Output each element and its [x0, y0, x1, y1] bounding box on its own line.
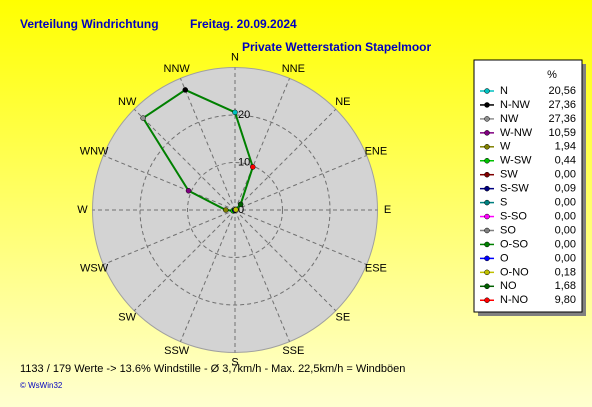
axis-label: NE [335, 96, 350, 108]
legend-marker [484, 185, 490, 192]
axis-label: NNE [282, 63, 305, 75]
legend-name: S [500, 197, 507, 209]
grid-spoke [234, 209, 290, 342]
legend-value: 0,00 [555, 197, 576, 209]
legend-value: 0,00 [555, 169, 576, 181]
axis-label: E [384, 204, 391, 216]
legend-name: W-SW [500, 155, 532, 167]
legend-value: 20,56 [548, 85, 576, 97]
legend-marker [484, 255, 490, 262]
legend-marker [484, 88, 490, 94]
legend-name: NO [500, 280, 517, 292]
r-tick-label: 10 [238, 156, 250, 168]
legend-marker [484, 213, 490, 220]
data-point [250, 164, 256, 170]
data-point [223, 207, 229, 213]
grid-spoke [234, 209, 337, 312]
grid-spoke [133, 209, 236, 312]
legend-value: 9,80 [555, 294, 576, 306]
axis-label: SW [118, 312, 136, 324]
legend-name: W-NW [500, 127, 533, 139]
data-point [232, 109, 238, 116]
legend-box [473, 59, 583, 313]
data-point [233, 206, 239, 213]
legend-value: 10,59 [548, 127, 576, 139]
axis-label: NW [118, 96, 137, 108]
legend-marker [484, 297, 490, 303]
r-tick-label: 0 [238, 204, 244, 216]
legend-marker [484, 158, 490, 164]
axis-label: SE [335, 312, 350, 324]
legend-value: 0,09 [555, 183, 576, 195]
legend-name: N-NO [500, 294, 529, 306]
legend-value: 27,36 [548, 113, 576, 125]
grid-spoke [234, 108, 337, 211]
axis-label: ENE [365, 146, 388, 158]
grid-spoke [103, 155, 236, 211]
grid-spoke [234, 155, 367, 211]
legend-marker [484, 199, 490, 206]
grid-spoke [103, 209, 236, 265]
footer: 1133 / 179 Werte -> 13.6% Windstille - Ø… [20, 363, 405, 375]
axis-label: W [77, 204, 88, 216]
legend-name: NW [500, 113, 519, 125]
grid-ring [139, 114, 331, 306]
r-tick-label: 20 [238, 109, 250, 121]
legend-name: O-NO [500, 266, 529, 278]
legend-marker [484, 227, 490, 234]
axis-label: N [231, 51, 239, 63]
legend-name: W [500, 141, 511, 153]
legend-title: % [547, 69, 557, 81]
legend-value: 0,00 [555, 210, 576, 222]
axis-label: ESE [365, 262, 387, 274]
legend-name: SO [500, 224, 516, 236]
legend-value: 0,18 [555, 266, 576, 278]
legend-marker [484, 283, 490, 290]
legend-name: O [500, 252, 509, 264]
axis-label: WNW [80, 146, 109, 158]
legend-value: 0,00 [555, 238, 576, 250]
legend-marker [484, 144, 490, 150]
grid-ring [187, 162, 283, 258]
legend-value: 1,94 [555, 141, 576, 153]
legend-marker [484, 171, 490, 178]
axis-label: S [231, 356, 238, 368]
legend-name: SW [500, 169, 518, 181]
chart-title: Verteilung Windrichtung [20, 17, 159, 31]
legend-name: N-NW [500, 99, 531, 111]
legend-marker [484, 102, 490, 108]
chart-subtitle: Private Wetterstation Stapelmoor [242, 40, 431, 54]
axis-label: WSW [80, 262, 109, 274]
legend-value: 1,68 [555, 280, 576, 292]
axis-label: SSE [282, 345, 304, 357]
credit: © WsWin32 [20, 381, 63, 390]
legend-marker [484, 241, 490, 248]
grid-spoke [234, 209, 367, 265]
legend-marker [484, 116, 490, 122]
legend-value: 0,44 [555, 155, 576, 167]
axis-label: SSW [164, 345, 190, 357]
data-point [185, 188, 192, 194]
data-point [140, 115, 146, 121]
data-point [237, 201, 244, 208]
data-point [182, 87, 189, 93]
axis-label: NNW [164, 63, 191, 75]
legend-value: 0,00 [555, 252, 576, 264]
legend-value: 27,36 [548, 99, 576, 111]
grid-spoke [133, 108, 236, 211]
chart-date: Freitag. 20.09.2024 [190, 17, 297, 31]
legend-name: N [500, 85, 508, 97]
grid-spoke [234, 78, 290, 211]
legend-name: O-SO [500, 238, 529, 250]
grid-spoke [180, 209, 236, 342]
legend-marker [484, 269, 490, 276]
legend-name: S-SW [500, 183, 529, 195]
legend-marker [484, 130, 490, 136]
legend-value: 0,00 [555, 224, 576, 236]
legend-name: S-SO [500, 210, 527, 222]
grid-spoke [180, 78, 236, 211]
